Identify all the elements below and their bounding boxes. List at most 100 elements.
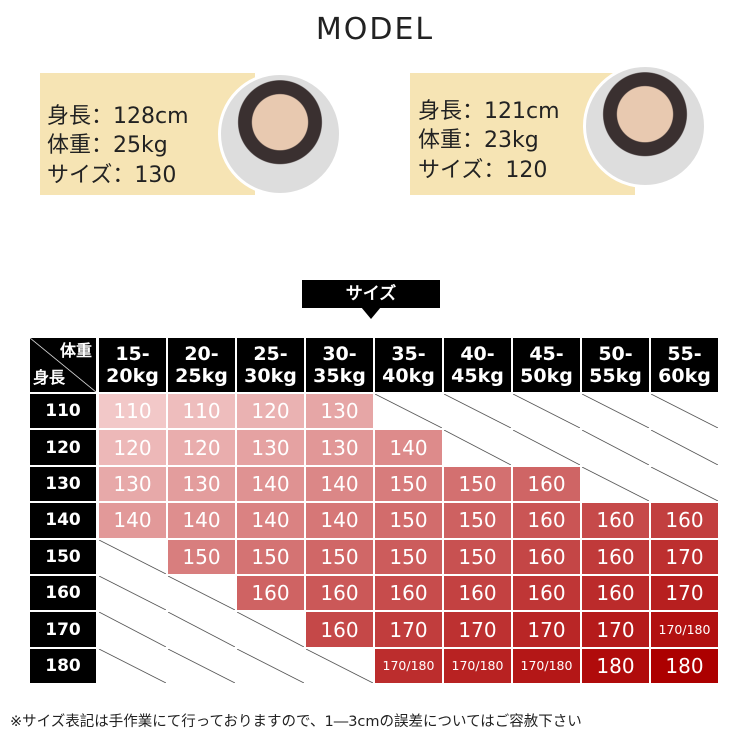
column-header-line: 20kg bbox=[106, 365, 159, 387]
size-cell: 170/180 bbox=[375, 648, 442, 684]
title: MODEL bbox=[315, 12, 435, 47]
column-header: 20- 25kg bbox=[168, 338, 235, 392]
size-cell: 140 bbox=[237, 466, 304, 502]
column-header-line: 55kg bbox=[589, 365, 642, 387]
footnote: ※サイズ表記は手作業にて行っておりますので、1―3cmの誤差についてはご容赦下さ… bbox=[10, 714, 582, 730]
row-header: 130 bbox=[30, 466, 96, 502]
size-cell: 140 bbox=[375, 430, 442, 465]
size-cell: 180 bbox=[651, 648, 718, 684]
empty-cell bbox=[168, 576, 235, 611]
empty-cell bbox=[237, 612, 304, 647]
corner-header: 体重身長 bbox=[30, 338, 96, 392]
model-height: 身長：121cm bbox=[418, 99, 560, 124]
column-header-line: 50- bbox=[598, 343, 633, 365]
size-cell: 140 bbox=[306, 503, 373, 538]
size-cell: 140 bbox=[99, 503, 166, 538]
column-header-line: 40kg bbox=[382, 365, 435, 387]
size-cell: 170 bbox=[513, 612, 580, 647]
row-header: 110 bbox=[30, 394, 96, 429]
size-cell: 160 bbox=[513, 539, 580, 574]
size-cell: 170 bbox=[651, 539, 718, 574]
size-cell: 110 bbox=[168, 394, 235, 429]
size-cell: 150 bbox=[444, 466, 511, 502]
size-cell: 170/180 bbox=[513, 648, 580, 684]
model-photo bbox=[583, 64, 707, 188]
column-header-line: 20- bbox=[184, 343, 219, 365]
size-cell: 140 bbox=[237, 503, 304, 538]
empty-cell bbox=[582, 430, 649, 465]
column-header-line: 50kg bbox=[520, 365, 573, 387]
column-header-line: 45- bbox=[529, 343, 564, 365]
column-header-line: 25- bbox=[253, 343, 288, 365]
size-cell: 150 bbox=[168, 539, 235, 574]
size-cell: 130 bbox=[237, 430, 304, 465]
empty-cell bbox=[99, 539, 166, 574]
size-cell: 170/180 bbox=[651, 612, 718, 647]
row-header: 150 bbox=[30, 539, 96, 574]
size-cell: 170 bbox=[375, 612, 442, 647]
empty-cell bbox=[582, 466, 649, 502]
size-cell: 170 bbox=[444, 612, 511, 647]
size-cell: 160 bbox=[582, 503, 649, 538]
column-header: 25- 30kg bbox=[237, 338, 304, 392]
size-cell: 130 bbox=[306, 430, 373, 465]
size-cell: 150 bbox=[375, 539, 442, 574]
section-label: サイズ bbox=[302, 280, 440, 308]
column-header: 35- 40kg bbox=[375, 338, 442, 392]
empty-cell bbox=[375, 394, 442, 429]
corner-top: 体重 bbox=[59, 341, 92, 360]
empty-cell bbox=[99, 612, 166, 647]
column-header-line: 30kg bbox=[244, 365, 297, 387]
empty-cell bbox=[651, 394, 718, 429]
model-weight: 体重：23kg bbox=[418, 128, 539, 153]
empty-cell bbox=[651, 430, 718, 465]
size-cell: 180 bbox=[582, 648, 649, 684]
column-header: 15- 20kg bbox=[99, 338, 166, 392]
model-photo bbox=[218, 72, 342, 196]
column-header: 40- 45kg bbox=[444, 338, 511, 392]
row-header: 180 bbox=[30, 648, 96, 684]
size-cell: 160 bbox=[375, 576, 442, 611]
size-cell: 130 bbox=[168, 466, 235, 502]
column-header: 30- 35kg bbox=[306, 338, 373, 392]
size-cell: 160 bbox=[237, 576, 304, 611]
corner-bottom: 身長 bbox=[33, 368, 66, 387]
size-cell: 140 bbox=[306, 466, 373, 502]
size-cell: 150 bbox=[444, 539, 511, 574]
size-cell: 120 bbox=[168, 430, 235, 465]
size-cell: 140 bbox=[168, 503, 235, 538]
column-header-line: 45kg bbox=[451, 365, 504, 387]
row-header: 140 bbox=[30, 503, 96, 538]
empty-cell bbox=[99, 648, 166, 684]
size-cell: 160 bbox=[582, 539, 649, 574]
column-header-line: 30- bbox=[322, 343, 357, 365]
column-header-line: 15- bbox=[115, 343, 150, 365]
column-header-line: 60kg bbox=[658, 365, 711, 387]
size-cell: 150 bbox=[375, 466, 442, 502]
size-cell: 150 bbox=[306, 539, 373, 574]
model-height: 身長：128cm bbox=[47, 104, 189, 129]
column-header: 50- 55kg bbox=[582, 338, 649, 392]
column-header-line: 35kg bbox=[313, 365, 366, 387]
size-cell: 160 bbox=[582, 576, 649, 611]
size-cell: 170/180 bbox=[444, 648, 511, 684]
size-cell: 150 bbox=[237, 539, 304, 574]
size-cell: 170 bbox=[582, 612, 649, 647]
column-header: 55- 60kg bbox=[651, 338, 718, 392]
empty-cell bbox=[168, 648, 235, 684]
model-size: サイズ：120 bbox=[418, 158, 548, 183]
size-cell: 160 bbox=[513, 503, 580, 538]
row-header: 120 bbox=[30, 430, 96, 465]
empty-cell bbox=[444, 430, 511, 465]
size-cell: 150 bbox=[444, 503, 511, 538]
empty-cell bbox=[99, 576, 166, 611]
size-cell: 160 bbox=[651, 503, 718, 538]
size-cell: 160 bbox=[513, 466, 580, 502]
empty-cell bbox=[444, 394, 511, 429]
pointer bbox=[361, 307, 381, 319]
size-cell: 110 bbox=[99, 394, 166, 429]
size-cell: 120 bbox=[99, 430, 166, 465]
empty-cell bbox=[306, 648, 373, 684]
model-weight: 体重：25kg bbox=[47, 133, 168, 158]
